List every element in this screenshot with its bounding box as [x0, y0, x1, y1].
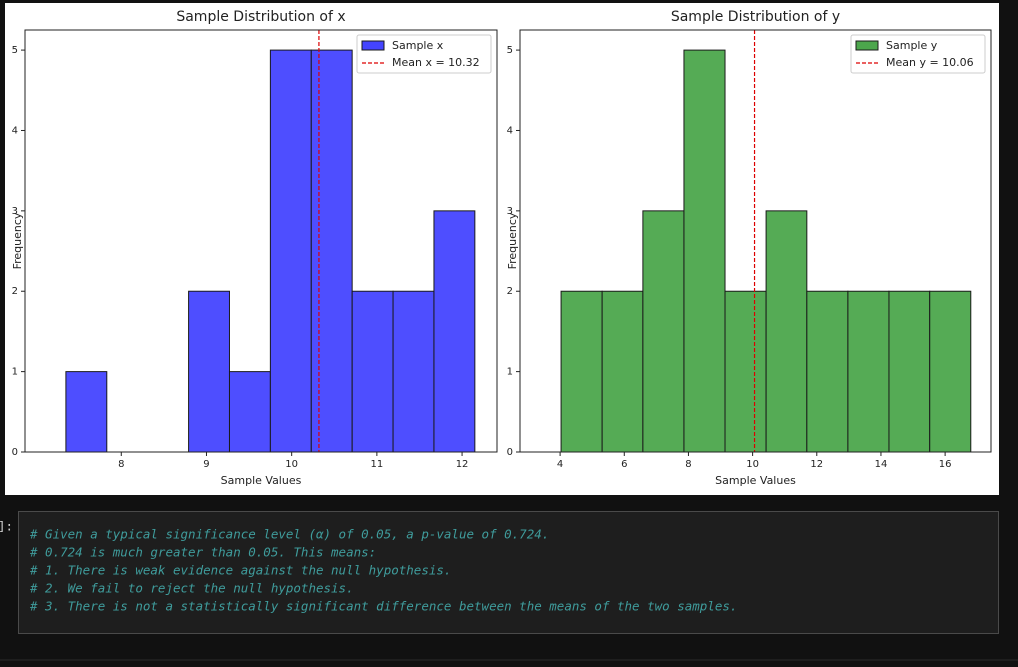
bar	[847, 290, 890, 453]
x-tick-label: 6	[621, 459, 627, 470]
legend-label: Mean x = 10.32	[392, 56, 480, 69]
y-axis-label: Frequency	[506, 212, 519, 269]
bar	[269, 49, 312, 453]
code-cell[interactable]	[18, 511, 999, 634]
bar	[188, 290, 230, 453]
cell-prompt: ]:	[0, 519, 13, 534]
y-tick-label: 2	[507, 286, 513, 297]
code-line: # 1. There is weak evidence against the …	[29, 563, 451, 578]
x-tick-label: 14	[875, 459, 888, 470]
bar	[642, 210, 685, 453]
y-tick-label: 1	[507, 367, 513, 378]
y-tick-label: 5	[12, 45, 18, 56]
x-axis-label: Sample Values	[715, 474, 796, 487]
y-tick-label: 3	[507, 206, 513, 217]
chart-title: Sample Distribution of x	[176, 9, 345, 25]
bar	[765, 210, 808, 453]
legend-box	[356, 34, 492, 74]
bar	[433, 210, 476, 453]
bar	[65, 371, 108, 453]
code-line: # Given a typical significance level (α)…	[29, 527, 549, 542]
x-tick-label: 9	[203, 459, 209, 470]
x-tick-label: 12	[456, 459, 469, 470]
x-tick-label: 12	[810, 459, 823, 470]
bar	[392, 290, 435, 453]
code-line: # 2. We fail to reject the null hypothes…	[29, 581, 354, 596]
legend-label: Mean y = 10.06	[886, 56, 974, 69]
bar	[724, 290, 767, 453]
bar	[560, 290, 603, 453]
code-line: # 3. There is not a statistically signif…	[29, 599, 737, 614]
chart-title: Sample Distribution of y	[671, 9, 840, 25]
y-tick-label: 4	[507, 125, 513, 136]
x-axis-label: Sample Values	[221, 474, 302, 487]
bar	[228, 371, 271, 453]
y-tick-label: 2	[12, 286, 18, 297]
x-tick-label: 11	[371, 459, 384, 470]
x-tick-label: 4	[557, 459, 563, 470]
x-tick-label: 16	[939, 459, 952, 470]
x-tick-label: 8	[685, 459, 691, 470]
bar	[310, 49, 353, 453]
bar	[683, 49, 726, 453]
legend-swatch	[361, 40, 385, 51]
y-tick-label: 3	[12, 206, 18, 217]
y-tick-label: 0	[507, 447, 513, 458]
legend-box	[850, 34, 986, 74]
y-tick-label: 4	[12, 125, 18, 136]
bar	[929, 290, 972, 453]
bar	[806, 290, 849, 453]
code-line: # 0.724 is much greater than 0.05. This …	[29, 545, 376, 560]
x-tick-label: 10	[746, 459, 759, 470]
legend-label: Sample y	[886, 39, 938, 52]
bar	[601, 290, 644, 453]
y-axis-label: Frequency	[11, 212, 24, 269]
x-tick-label: 8	[118, 459, 124, 470]
bar	[888, 290, 931, 453]
legend-label: Sample x	[392, 39, 444, 52]
axes-frame	[519, 29, 992, 453]
y-tick-label: 0	[12, 447, 18, 458]
bar	[351, 290, 394, 453]
x-tick-label: 10	[285, 459, 298, 470]
y-tick-label: 5	[507, 45, 513, 56]
axes-frame	[24, 29, 498, 453]
y-tick-label: 1	[12, 367, 18, 378]
legend-swatch	[855, 40, 879, 51]
